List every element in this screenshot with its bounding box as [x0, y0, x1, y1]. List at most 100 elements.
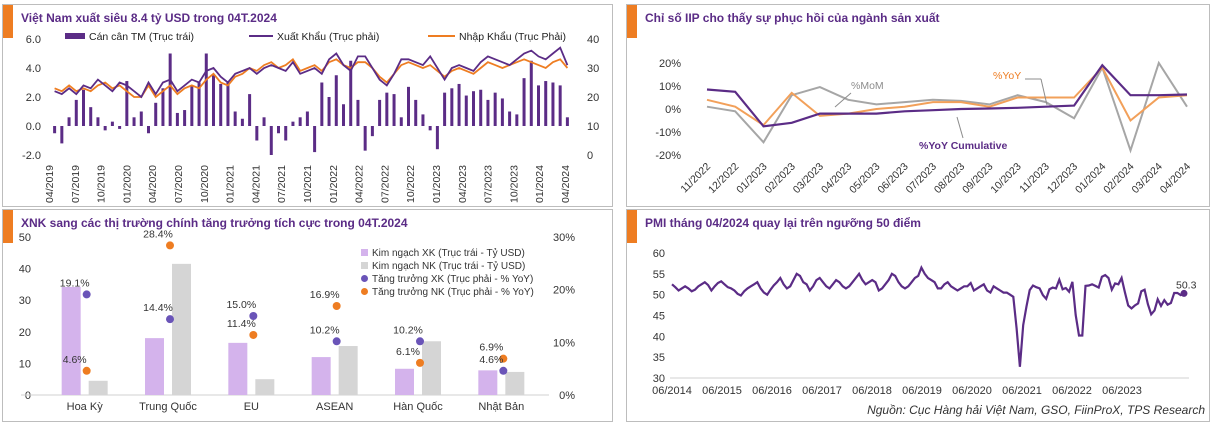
balance-bar: [450, 88, 454, 126]
x-tick: 04/2023: [457, 165, 469, 203]
y-tick-left: 40: [19, 264, 31, 276]
balance-bar: [522, 78, 526, 126]
balance-bar: [551, 82, 555, 126]
balance-bar: [154, 102, 158, 126]
balance-bar: [269, 126, 273, 155]
balance-bar: [392, 94, 396, 126]
category-label: Hoa Kỳ: [67, 401, 104, 413]
x-tick: 06/2017: [802, 385, 842, 397]
import-growth-label: 11.4%: [227, 318, 256, 330]
balance-bar: [60, 126, 64, 144]
y-tick-right: 30%: [553, 232, 575, 244]
import-growth-label: 28.4%: [143, 228, 173, 240]
series-line: [706, 60, 1188, 154]
x-tick: 07/2019: [70, 165, 82, 203]
import-growth-label: 16.9%: [310, 289, 340, 301]
series-label-mom: %MoM: [851, 80, 884, 92]
balance-bar: [118, 126, 122, 129]
x-tick: 06/2014: [652, 385, 692, 397]
import-growth-label: 6.1%: [396, 346, 420, 358]
import-bar: [255, 379, 275, 395]
y-tick-right: 20%: [553, 285, 575, 297]
balance-bar: [262, 117, 266, 126]
balance-bar: [349, 60, 353, 126]
balance-bar: [385, 92, 389, 126]
balance-bar: [421, 114, 425, 126]
x-tick: 10/2023: [988, 161, 1023, 196]
export-growth-dot: [332, 337, 341, 346]
balance-bar: [537, 85, 540, 126]
x-tick: 04/2024: [560, 165, 572, 203]
y-tick-left: 6.0: [26, 34, 41, 46]
balance-bar: [305, 111, 309, 126]
x-tick: 06/2023: [1102, 385, 1142, 397]
x-tick: 10/2022: [405, 165, 417, 203]
x-tick: 04/2019: [44, 165, 56, 203]
balance-bar: [356, 99, 360, 126]
legend-swatch: [361, 262, 368, 269]
y-tick-right: 10%: [553, 337, 575, 349]
export-growth-label: 15.0%: [226, 299, 256, 311]
balance-bar: [428, 126, 432, 131]
balance-bar: [457, 83, 461, 126]
legend-export: Xuất Khẩu (Trục phải): [277, 31, 379, 43]
legend-label: Kim ngạch XK (Trục trái - Tỷ USD): [372, 247, 525, 259]
balance-bar: [110, 121, 114, 126]
balance-bar: [313, 126, 317, 153]
y-tick: 55: [653, 269, 665, 281]
balance-bar: [168, 53, 172, 126]
legend-swatch: [361, 275, 368, 282]
series-line: [706, 63, 1188, 128]
balance-bar: [89, 107, 93, 126]
export-growth-dot: [82, 290, 91, 299]
balance-bar: [544, 81, 548, 126]
x-tick: 06/2020: [952, 385, 992, 397]
export-growth-label: 4.6%: [479, 354, 503, 366]
x-tick: 06/2021: [1002, 385, 1042, 397]
balance-bar: [96, 117, 100, 126]
x-tick: 04/2020: [147, 165, 159, 203]
balance-bar: [472, 91, 475, 126]
x-tick: 07/2022: [379, 165, 391, 203]
balance-bar: [414, 99, 418, 126]
balance-bar: [226, 82, 230, 126]
balance-bar: [378, 99, 382, 126]
y-tick: 30: [653, 373, 665, 385]
import-growth-dot: [332, 301, 341, 310]
export-growth-dot: [166, 315, 174, 324]
y-tick-left: 20: [19, 327, 31, 339]
y-tick: 20%: [659, 58, 681, 70]
balance-bar: [407, 86, 410, 126]
balance-bar: [443, 92, 447, 126]
y-tick-left: 50: [19, 232, 31, 244]
y-tick-right: 0: [587, 150, 593, 162]
balance-bar: [320, 82, 324, 126]
chart-title: PMI tháng 04/2024 quay lại trên ngưỡng 5…: [645, 216, 921, 230]
pmi-line: [671, 264, 1185, 367]
x-tick: 06/2019: [902, 385, 942, 397]
export-growth-dot: [249, 312, 258, 320]
legend-label: Kim ngạch NK (Trục trái - Tỷ USD): [372, 260, 525, 272]
export-bar: [478, 370, 498, 395]
export-bar: [228, 342, 248, 395]
x-tick: 06/2022: [1052, 385, 1092, 397]
legend-swatch: [361, 288, 368, 295]
export-bar: [145, 338, 164, 395]
category-label: ASEAN: [316, 401, 353, 413]
balance-bar: [219, 83, 223, 126]
import-bar: [172, 263, 191, 395]
x-tick: 04/2021: [250, 165, 262, 203]
category-label: Hàn Quốc: [393, 401, 443, 413]
x-tick: 01/2020: [121, 165, 133, 203]
x-tick: 10/2019: [96, 165, 108, 203]
y-tick-right: 10: [587, 121, 599, 133]
import-growth-label: 4.6%: [63, 354, 87, 366]
chart-title: Việt Nam xuất siêu 8.4 tỷ USD trong 04T.…: [21, 11, 277, 25]
balance-bar: [204, 53, 208, 126]
x-tick: 04/2022: [354, 165, 366, 203]
balance-bar: [74, 99, 78, 126]
y-tick-left: 0: [25, 390, 31, 402]
last-point: [1180, 289, 1188, 297]
export-bar: [395, 368, 414, 395]
x-tick: 07/2021: [276, 165, 288, 203]
